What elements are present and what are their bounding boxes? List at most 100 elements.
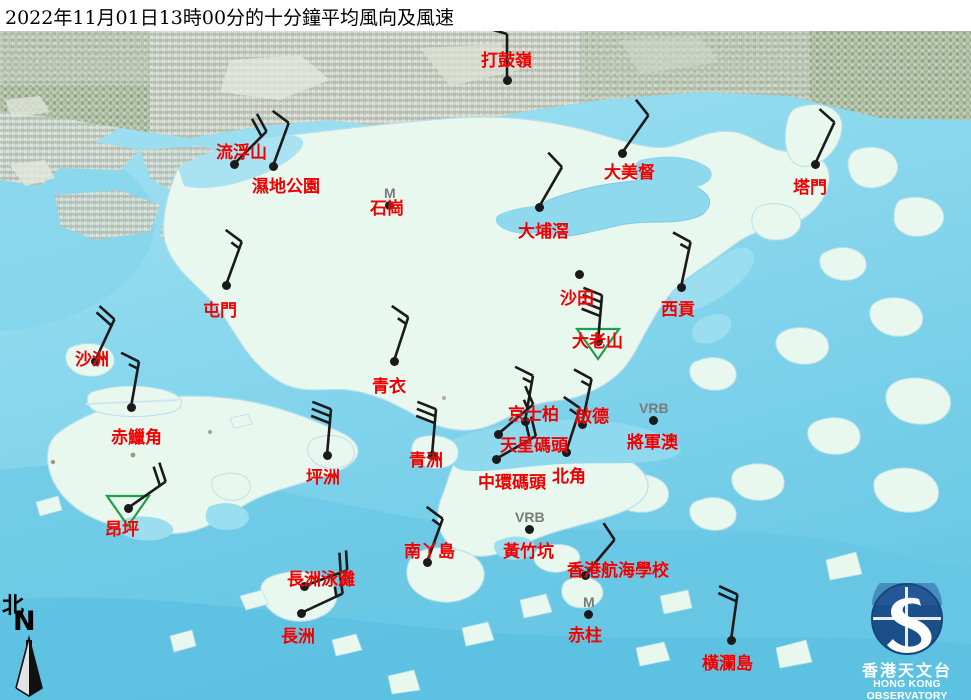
wind-barb-icon xyxy=(310,400,333,456)
compass-needle-icon xyxy=(15,634,43,697)
station-dot xyxy=(810,159,820,169)
wind-barb-icon xyxy=(717,584,739,641)
station-dot xyxy=(534,202,544,212)
station-label: 赤柱 xyxy=(568,626,602,646)
wind-barb-icon xyxy=(415,400,438,456)
wind-barb-icon xyxy=(620,98,650,154)
wind-barb-icon xyxy=(303,550,349,588)
station-label: 京士柏 xyxy=(508,405,559,425)
station-label: 濕地公園 xyxy=(252,177,320,197)
wind-barb-icon xyxy=(573,368,593,425)
station-dot xyxy=(561,447,571,457)
station-dot xyxy=(648,415,658,425)
variable-wind-flag: VRB xyxy=(515,509,545,525)
page-title: 2022年11月01日13時00分的十分鐘平均風向及風速 xyxy=(5,7,455,29)
station-dot xyxy=(268,161,278,171)
station-label: 青衣 xyxy=(372,377,406,397)
station-dot xyxy=(577,419,587,429)
wind-barb-icon xyxy=(300,573,344,615)
station-dot xyxy=(493,429,503,439)
station-label: 石崗 xyxy=(370,199,404,219)
station-dot xyxy=(229,159,239,169)
wind-barb-icon xyxy=(581,286,604,342)
station-dot xyxy=(427,450,437,460)
station-dot xyxy=(574,269,584,279)
wind-barb-icon xyxy=(271,109,290,167)
station-label: 沙洲 xyxy=(75,350,109,370)
missing-flag: M xyxy=(384,185,396,201)
station-dot xyxy=(502,75,512,85)
station-dot xyxy=(296,608,306,618)
station-label: 大埔滘 xyxy=(518,222,569,242)
wind-barb-icon xyxy=(514,365,535,422)
station-label: 香港航海學校 xyxy=(567,561,669,581)
station-dot xyxy=(676,282,686,292)
wind-barb-icon xyxy=(224,228,243,286)
station-label: 沙田 xyxy=(560,289,594,309)
station-dot xyxy=(593,336,603,346)
wind-barb-icon xyxy=(584,522,616,576)
station-label: 黃竹坑 xyxy=(503,542,554,562)
station-dot xyxy=(491,454,501,464)
station-dot xyxy=(726,635,736,645)
station-dot xyxy=(389,356,399,366)
station-dot xyxy=(221,280,231,290)
wind-barb-icon xyxy=(497,385,535,435)
hko-name-cn: 香港天文台 xyxy=(861,661,952,680)
station-label: 赤鱲角 xyxy=(111,428,162,448)
station-dot xyxy=(123,503,133,513)
station-label: 長洲泳灘 xyxy=(287,570,355,590)
wind-barb-icon xyxy=(537,151,564,208)
wind-barb-icon xyxy=(120,351,141,408)
station-label: 啟德 xyxy=(575,407,609,427)
station-label: 大老山 xyxy=(572,332,623,352)
wind-barb-icon xyxy=(425,505,444,563)
station-label: 打鼓嶺 xyxy=(481,51,532,71)
station-dot xyxy=(384,200,394,210)
wind-barb-icon xyxy=(127,462,167,510)
wind-barb-icon xyxy=(495,416,538,461)
station-dot xyxy=(299,581,309,591)
wind-barb-icon xyxy=(391,304,410,362)
station-dot xyxy=(322,450,332,460)
station-label: 坪洲 xyxy=(306,468,340,488)
station-label: 長洲 xyxy=(281,627,315,647)
station-label: 天星碼頭 xyxy=(500,436,568,456)
hko-logo: 香港天文台 HONG KONG OBSERVATORY xyxy=(845,583,969,700)
wind-barb-icon xyxy=(563,395,582,453)
station-dot xyxy=(580,570,590,580)
station-label: 中環碼頭 xyxy=(478,473,546,493)
gust-triangle-icon xyxy=(104,494,152,528)
wind-barb-icon xyxy=(813,108,836,165)
station-label: 昂坪 xyxy=(105,520,139,540)
missing-flag: M xyxy=(583,594,595,610)
hko-emblem-icon xyxy=(871,583,943,655)
station-dot xyxy=(583,609,593,619)
station-label: 北角 xyxy=(552,467,586,487)
compass-label-cn: 北 xyxy=(2,593,25,619)
hko-name-en: HONG KONG OBSERVATORY xyxy=(866,678,948,700)
wind-barb-icon xyxy=(93,305,116,362)
variable-wind-flag: VRB xyxy=(639,400,669,416)
station-dot xyxy=(126,402,136,412)
station-label: 流浮山 xyxy=(216,143,267,163)
station-label: 大美督 xyxy=(604,163,655,183)
compass-label-north: N xyxy=(13,606,36,637)
wind-barb-icon xyxy=(672,231,692,288)
title-bar: 2022年11月01日13時00分的十分鐘平均風向及風速 xyxy=(0,0,971,31)
station-label: 橫瀾島 xyxy=(702,654,753,674)
station-dot xyxy=(90,356,100,366)
station-label: 青洲 xyxy=(409,451,443,471)
station-dot xyxy=(422,557,432,567)
station-dot xyxy=(524,524,534,534)
station-dot xyxy=(617,148,627,158)
station-label: 將軍澳 xyxy=(627,433,678,453)
station-label: 西貢 xyxy=(661,300,695,320)
wind-barb-icon xyxy=(233,113,268,165)
station-label: 南丫島 xyxy=(404,542,455,562)
station-label: 屯門 xyxy=(203,301,237,321)
station-label: 塔門 xyxy=(793,178,827,198)
